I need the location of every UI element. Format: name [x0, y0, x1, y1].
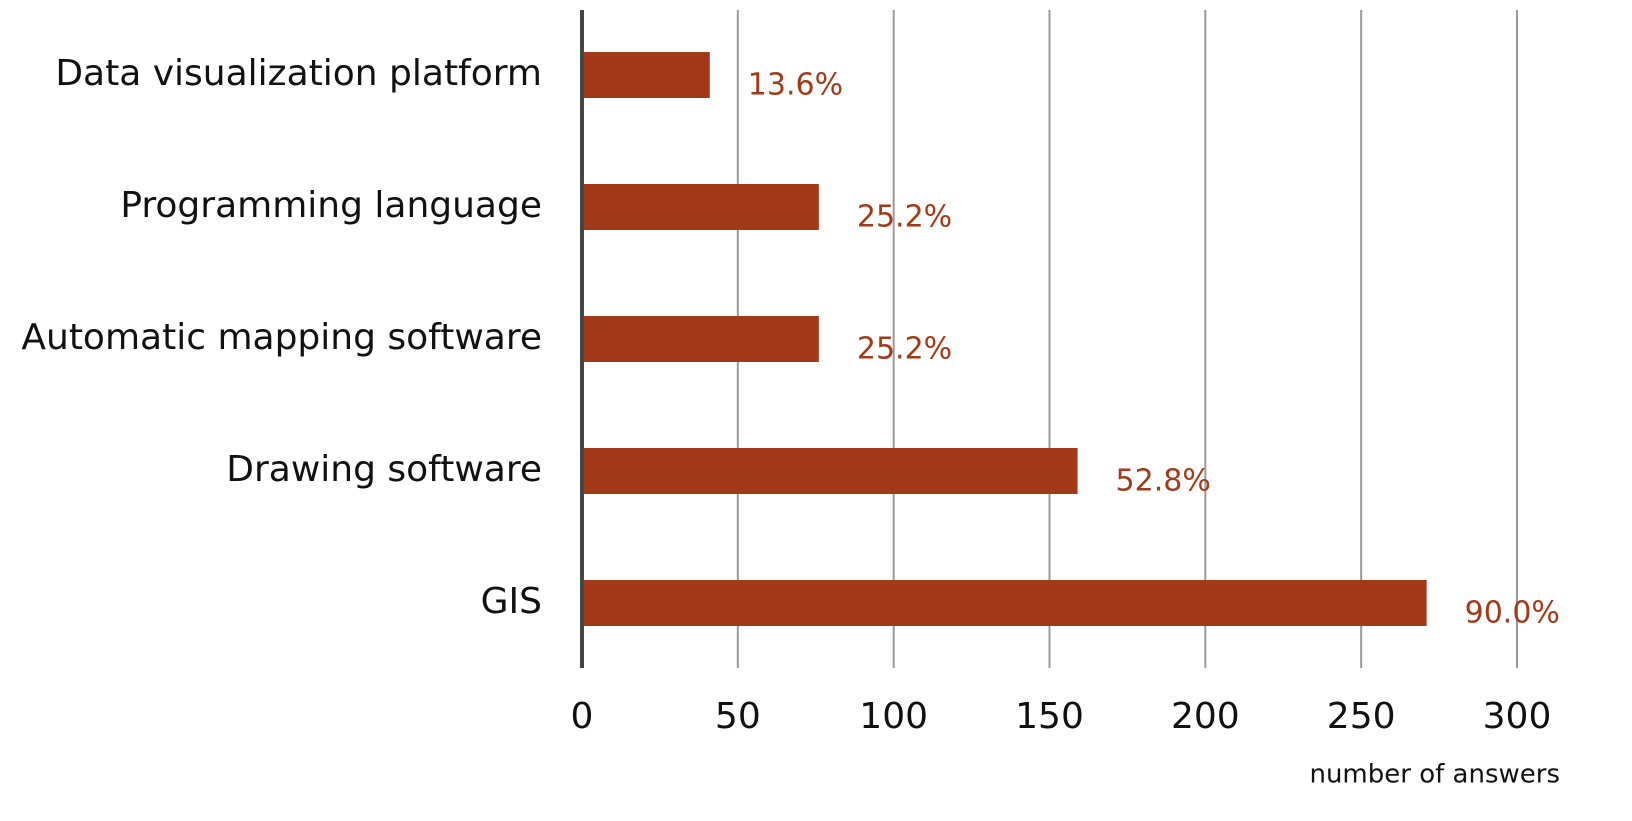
value-label: 90.0%: [1465, 596, 1560, 631]
x-axis-title: number of answers: [1309, 760, 1560, 790]
x-tick-label: 250: [1327, 696, 1396, 737]
y-tick-label: GIS: [481, 581, 542, 622]
value-label: 13.6%: [748, 68, 843, 103]
x-tick-label: 150: [1015, 696, 1084, 737]
x-tick-label: 100: [859, 696, 928, 737]
value-label: 52.8%: [1116, 464, 1211, 499]
y-tick-label: Automatic mapping software: [21, 317, 542, 358]
bar: [582, 316, 819, 362]
bar: [582, 580, 1427, 626]
bar: [582, 448, 1078, 494]
x-tick-label: 200: [1171, 696, 1240, 737]
y-tick-label: Data visualization platform: [55, 53, 542, 94]
x-tick-label: 300: [1483, 696, 1552, 737]
x-tick-label: 50: [715, 696, 761, 737]
y-tick-label: Drawing software: [226, 449, 542, 490]
bar: [582, 52, 710, 98]
y-tick-label: Programming language: [120, 185, 542, 226]
value-label: 25.2%: [857, 200, 952, 235]
bar: [582, 184, 819, 230]
x-tick-label: 0: [571, 696, 594, 737]
value-label: 25.2%: [857, 332, 952, 367]
